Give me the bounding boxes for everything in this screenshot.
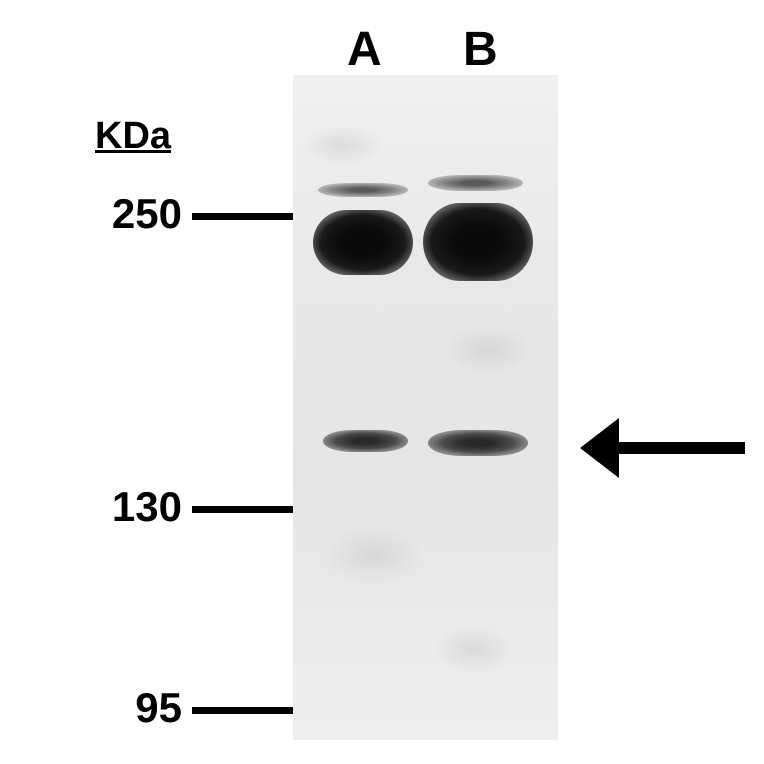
marker-tick-95: [192, 707, 293, 714]
arrow-shaft: [617, 442, 745, 454]
lane-label-b: B: [463, 22, 498, 77]
marker-tick-250: [192, 213, 293, 220]
band-A-4: [323, 430, 408, 452]
band-A-0: [318, 183, 408, 197]
marker-95: 95: [135, 684, 182, 732]
arrow-head-icon: [580, 418, 619, 478]
band-B-1: [428, 175, 523, 191]
blot-figure: KDa A B 250 130 95: [0, 0, 764, 764]
blot-membrane: [293, 75, 558, 740]
unit-label: KDa: [95, 115, 171, 158]
marker-tick-130: [192, 506, 293, 513]
band-B-5: [428, 430, 528, 456]
lane-label-a: A: [347, 22, 382, 77]
marker-130: 130: [112, 483, 182, 531]
band-B-3: [423, 203, 533, 281]
marker-250: 250: [112, 190, 182, 238]
band-A-2: [313, 210, 413, 275]
